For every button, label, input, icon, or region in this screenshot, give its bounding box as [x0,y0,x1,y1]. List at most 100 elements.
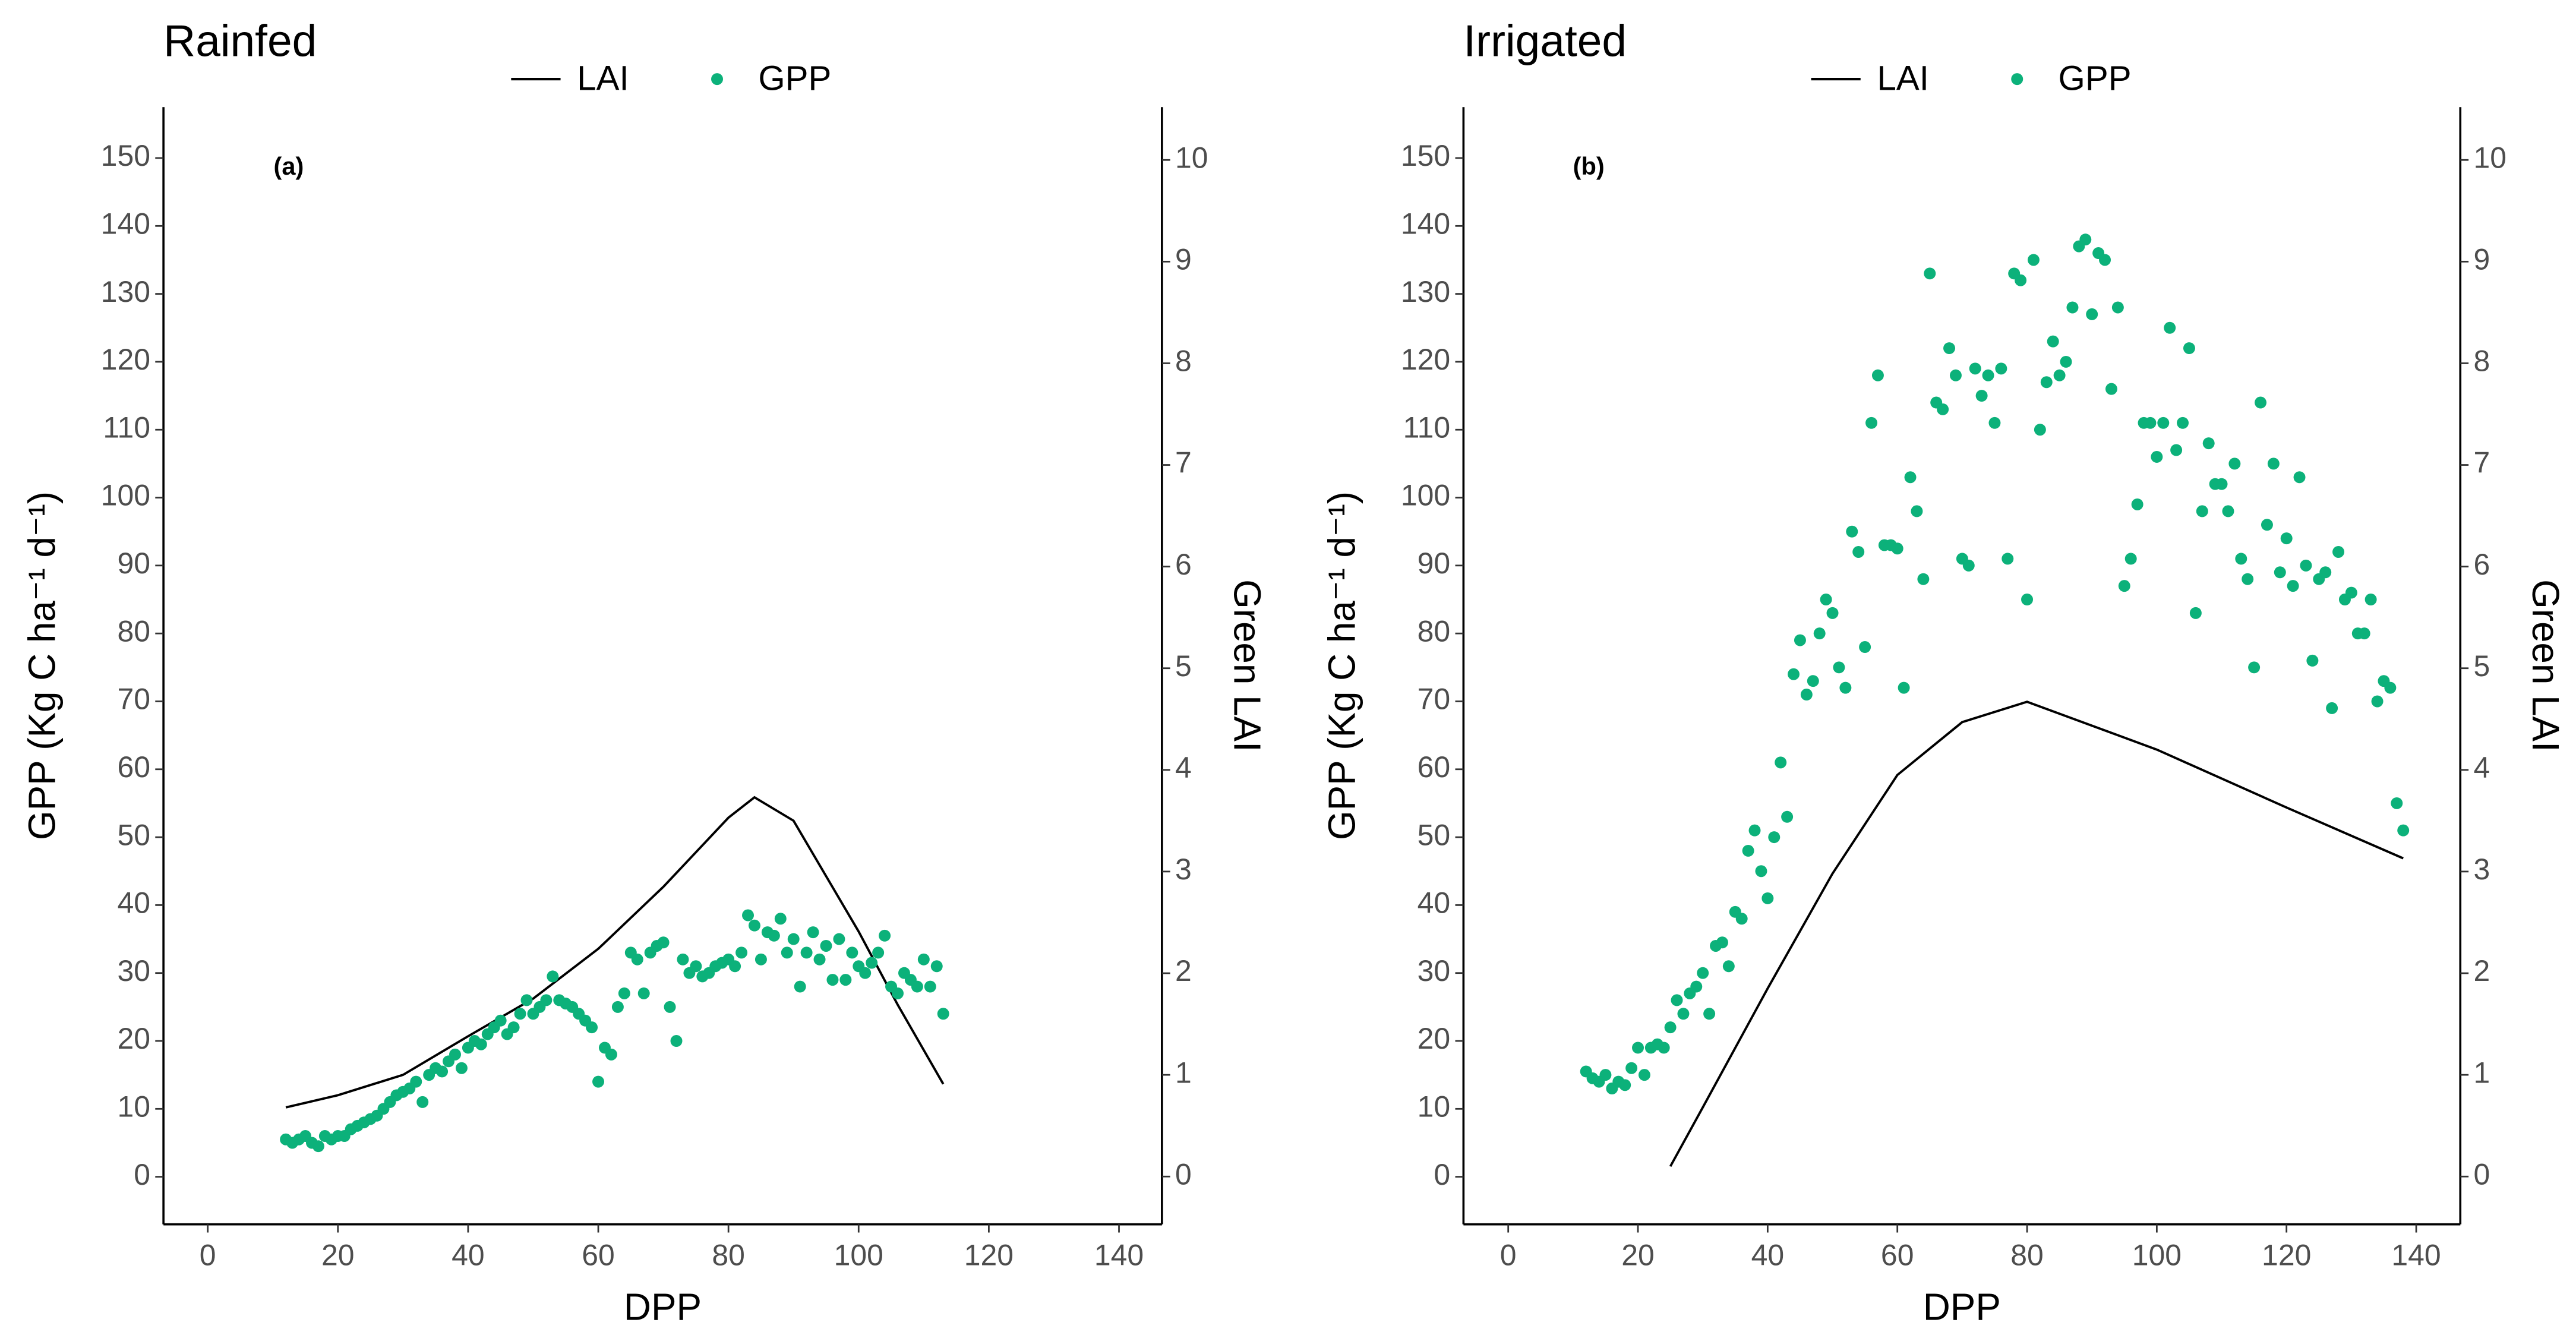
gpp-point [846,946,858,959]
y-tick-label: 120 [1401,343,1450,376]
gpp-point [2222,505,2234,517]
y2-tick-label: 5 [2473,649,2490,683]
y-tick-label: 0 [1434,1158,1450,1191]
gpp-point [1846,525,1858,538]
y-tick-label: 140 [1401,207,1450,240]
gpp-point [1826,607,1839,619]
gpp-point [1871,369,1884,381]
gpp-point [1755,865,1767,878]
gpp-point [1794,634,1806,646]
gpp-point [664,1001,676,1013]
x-tick-label: 40 [1751,1238,1785,1271]
gpp-point [1988,416,2001,429]
gpp-point [1677,1008,1690,1020]
gpp-point [1852,546,1865,558]
gpp-point [592,1075,605,1088]
gpp-point [1943,342,1956,355]
y-tick-label: 120 [101,343,150,376]
gpp-point [2144,416,2157,429]
legend-label: GPP [2059,59,2132,97]
gpp-point [1619,1079,1631,1091]
x-axis-title: DPP [1923,1286,2001,1328]
x-tick-label: 140 [1094,1238,1144,1271]
gpp-point [911,980,923,993]
y-tick-label: 100 [1401,479,1450,512]
y-tick-label: 20 [1418,1022,1451,1055]
y-tick-label: 0 [134,1158,150,1191]
gpp-point [416,1096,429,1108]
y2-tick-label: 3 [1175,853,1192,886]
y2-tick-label: 6 [1175,548,1192,581]
gpp-point [742,909,755,922]
gpp-point [520,994,533,1006]
y2-tick-label: 4 [1175,751,1192,784]
gpp-point [1742,844,1754,857]
y-tick-label: 50 [117,818,150,851]
y2-tick-label: 8 [2473,345,2490,378]
gpp-point [774,913,787,925]
gpp-point [2047,335,2059,348]
gpp-point [1788,668,1800,680]
gpp-point [2189,607,2202,619]
y2-tick-label: 10 [2473,141,2506,174]
y-tick-label: 80 [117,614,150,648]
gpp-point [2384,681,2397,694]
gpp-point [2053,369,2066,381]
x-tick-label: 80 [712,1238,745,1271]
y2-tick-label: 0 [1175,1157,1192,1191]
gpp-point [2287,580,2299,592]
gpp-point [1937,403,1949,415]
chart-title: Rainfed [163,16,317,66]
gpp-point [1807,675,1819,687]
x-tick-label: 40 [452,1238,485,1271]
gpp-point [1865,416,1878,429]
y-tick-label: 30 [117,954,150,987]
gpp-point [2124,553,2137,565]
y2-tick-label: 5 [1175,649,1192,683]
x-tick-label: 80 [2010,1238,2044,1271]
y2-tick-label: 2 [1175,954,1192,987]
gpp-point [1632,1042,1644,1054]
gpp-point [1833,661,1845,674]
legend-label: LAI [1877,59,1928,97]
gpp-point [2274,566,2286,579]
y2-tick-label: 3 [2473,853,2490,886]
gpp-point [507,1021,520,1034]
gpp-point [2034,424,2046,436]
gpp-point [2196,505,2208,517]
panel-label: (a) [274,152,304,180]
y-tick-label: 110 [103,411,150,444]
x-tick-label: 20 [1621,1238,1655,1271]
y-tick-label: 100 [101,479,150,512]
legend-label: GPP [758,59,831,97]
gpp-point [586,1021,598,1034]
gpp-point [2255,396,2267,409]
gpp-point [833,933,845,945]
gpp-point [794,980,806,993]
gpp-point [2066,301,2079,314]
gpp-point [2002,553,2014,565]
gpp-point [2306,654,2319,667]
gpp-point [930,960,943,973]
lai-line [285,796,945,1109]
gpp-point [2235,553,2247,565]
chart-title: Irrigated [1463,16,1627,66]
gpp-point [2079,233,2092,246]
gpp-point [2157,416,2170,429]
x-tick-label: 100 [834,1238,883,1271]
gpp-point [2183,342,2195,355]
y-tick-label: 20 [117,1022,150,1055]
gpp-point [2086,308,2098,320]
y-tick-label: 130 [1401,275,1450,308]
gpp-point [1891,542,1903,555]
gpp-point [2040,376,2053,389]
gpp-point [872,946,885,959]
y2-tick-label: 9 [1175,243,1192,276]
gpp-point [839,974,852,986]
gpp-point [2202,437,2215,450]
gpp-point [2131,498,2143,510]
y2-tick-label: 0 [2473,1157,2490,1191]
gpp-point [2027,254,2040,266]
gpp-point [605,1048,617,1061]
y-tick-label: 60 [1418,750,1451,784]
